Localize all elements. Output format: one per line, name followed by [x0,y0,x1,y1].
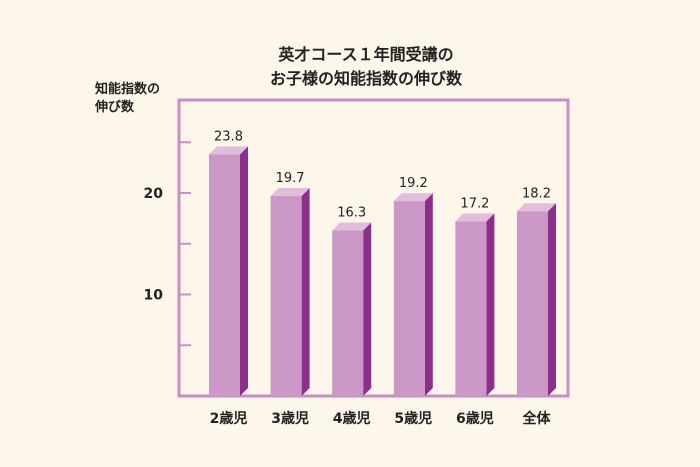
bar-side [240,146,248,396]
category-label: 4歳児 [333,410,371,427]
y-axis-ticks: 10 20 [144,141,191,347]
bar-front [455,221,487,396]
bar-value-label: 23.8 [214,129,243,144]
bars: 23.8 19.7 16.3 19.2 17.2 18.2 [209,129,556,396]
bar-value-label: 18.2 [522,186,551,201]
bar-value-label: 16.3 [337,206,366,221]
bar-top [393,193,433,202]
bar-top [517,203,556,212]
y-tick-label: 10 [144,288,164,304]
bar-front [209,154,240,396]
bar-6: 18.2 [517,186,556,396]
bar-front [393,201,425,396]
bar-top [209,146,248,155]
bar-top [270,188,310,197]
bar-5: 17.2 [455,196,495,396]
x-axis-categories: 2歳児 3歳児 4歳児 5歳児 6歳児 全体 [210,410,552,427]
bar-side [301,188,310,396]
bar-side [424,193,433,396]
y-axis-label-line-2: 伸び数 [94,99,135,115]
bar-value-label: 19.2 [399,176,428,191]
bar-top [455,213,495,222]
plot-frame [177,98,570,398]
bar-1: 23.8 [209,129,248,396]
chart-title-line-2: お子様の知能指数の伸び数 [270,69,463,88]
chart-title-line-1: 英才コース１年間受講の [277,45,453,64]
bar-side [548,203,556,396]
category-label: 3歳児 [271,410,309,427]
bar-front [332,230,364,396]
y-tick-label: 20 [144,186,164,202]
bar-side [486,213,495,396]
category-label: 全体 [522,410,552,427]
bar-value-label: 17.2 [460,196,489,211]
bar-top [332,222,372,231]
bar-2: 19.7 [270,171,310,396]
y-axis-label-line-1: 知能指数の [95,81,160,97]
bar-front [517,211,548,396]
bar-4: 19.2 [393,176,433,396]
category-label: 2歳児 [210,410,248,427]
category-label: 5歳児 [394,410,432,427]
bar-value-label: 19.7 [276,171,305,186]
category-label: 6歳児 [456,410,494,427]
bar-front [270,196,302,396]
bar-3: 16.3 [332,206,372,396]
bar-side [363,222,372,396]
